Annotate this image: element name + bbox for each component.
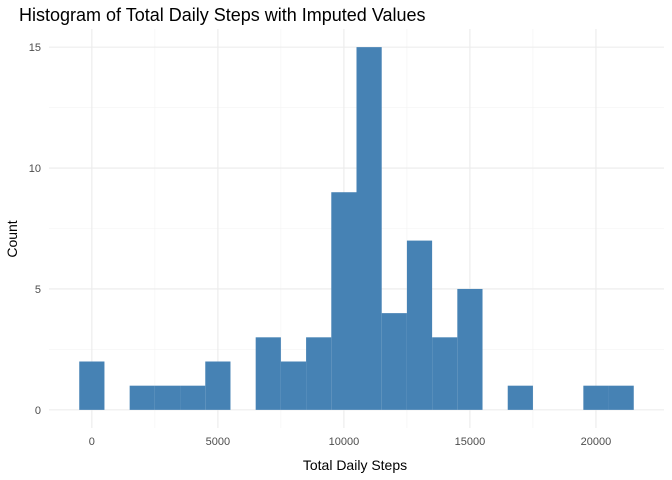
histogram-bars	[79, 47, 634, 410]
x-tick-label: 0	[89, 436, 95, 448]
histogram-bar	[306, 337, 332, 410]
histogram-bar	[280, 361, 307, 410]
x-tick-label: 5000	[206, 436, 230, 448]
x-tick-label: 10000	[329, 436, 360, 448]
histogram-bar	[129, 385, 155, 410]
histogram-bar	[457, 288, 483, 410]
histogram-bar	[608, 385, 634, 410]
y-tick-label: 0	[35, 405, 41, 417]
y-axis-ticks: 0 5 10 15	[29, 42, 41, 417]
y-axis-title: Count	[4, 220, 20, 257]
x-tick-label: 20000	[581, 436, 612, 448]
y-tick-label: 5	[35, 284, 41, 296]
histogram-bar	[154, 385, 181, 410]
x-tick-label: 15000	[455, 436, 486, 448]
x-axis-title: Total Daily Steps	[303, 457, 407, 473]
histogram-bar	[583, 385, 609, 410]
histogram-bar	[432, 337, 458, 410]
histogram-bar	[507, 385, 533, 410]
histogram-bar	[331, 192, 357, 410]
histogram-bar	[255, 337, 281, 410]
y-tick-label: 15	[29, 42, 41, 54]
histogram-bar	[356, 47, 382, 410]
histogram-bar	[406, 240, 433, 410]
chart-title: Histogram of Total Daily Steps with Impu…	[19, 5, 426, 25]
histogram-bar	[180, 385, 206, 410]
histogram-bar	[205, 361, 231, 410]
x-axis-ticks: 0 5000 10000 15000 20000	[89, 436, 611, 448]
histogram-bar	[381, 313, 407, 410]
histogram-bar	[79, 361, 105, 410]
y-tick-label: 10	[29, 163, 41, 175]
